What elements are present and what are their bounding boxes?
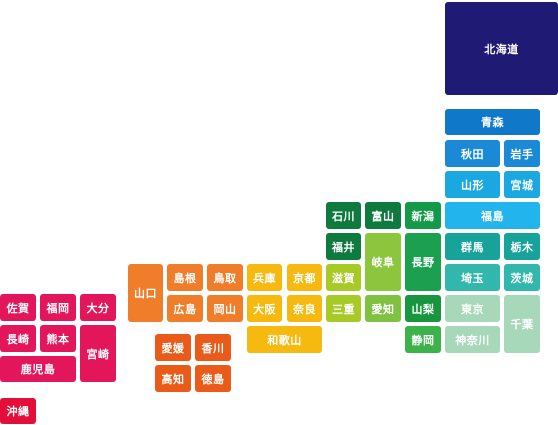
pref-tottori[interactable]: 鳥取	[207, 264, 243, 291]
pref-tokyo[interactable]: 東京	[445, 295, 500, 322]
pref-aomori[interactable]: 青森	[445, 109, 540, 135]
pref-tochigi[interactable]: 栃木	[504, 233, 540, 260]
pref-kagoshima[interactable]: 鹿児島	[0, 356, 76, 382]
pref-wakayama[interactable]: 和歌山	[247, 326, 322, 353]
pref-nagasaki[interactable]: 長崎	[0, 325, 36, 352]
pref-hyogo[interactable]: 兵庫	[247, 264, 282, 291]
pref-gunma[interactable]: 群馬	[445, 233, 500, 260]
pref-miyagi[interactable]: 宮城	[504, 171, 540, 198]
pref-fukushima[interactable]: 福島	[445, 202, 540, 229]
pref-nara[interactable]: 奈良	[287, 295, 322, 322]
pref-kumamoto[interactable]: 熊本	[40, 325, 76, 352]
pref-okinawa[interactable]: 沖縄	[0, 398, 36, 424]
pref-okayama[interactable]: 岡山	[207, 295, 243, 322]
pref-akita[interactable]: 秋田	[445, 140, 500, 167]
pref-fukui[interactable]: 福井	[326, 233, 361, 260]
pref-kanagawa[interactable]: 神奈川	[445, 326, 500, 353]
pref-yamaguchi[interactable]: 山口	[128, 264, 163, 322]
pref-shizuoka[interactable]: 静岡	[405, 326, 441, 353]
pref-aichi[interactable]: 愛知	[365, 295, 401, 322]
pref-saitama[interactable]: 埼玉	[445, 264, 500, 291]
pref-nagano[interactable]: 長野	[405, 233, 441, 291]
pref-hiroshima[interactable]: 広島	[167, 295, 203, 322]
pref-oita[interactable]: 大分	[80, 294, 116, 321]
pref-yamagata[interactable]: 山形	[445, 171, 500, 198]
pref-kagawa[interactable]: 香川	[195, 334, 231, 361]
pref-chiba[interactable]: 千葉	[504, 295, 540, 353]
pref-fukuoka[interactable]: 福岡	[40, 294, 76, 321]
pref-ishikawa[interactable]: 石川	[326, 202, 361, 229]
pref-kochi[interactable]: 高知	[155, 365, 191, 392]
pref-miyazaki[interactable]: 宮崎	[80, 325, 116, 382]
pref-niigata[interactable]: 新潟	[405, 202, 441, 229]
pref-mie[interactable]: 三重	[326, 295, 361, 322]
pref-tokushima[interactable]: 徳島	[195, 365, 231, 392]
pref-ehime[interactable]: 愛媛	[155, 334, 191, 361]
pref-shiga[interactable]: 滋賀	[326, 264, 361, 291]
pref-gifu[interactable]: 岐阜	[365, 233, 401, 291]
pref-shimane[interactable]: 島根	[167, 264, 203, 291]
pref-kyoto[interactable]: 京都	[287, 264, 322, 291]
pref-saga[interactable]: 佐賀	[0, 294, 36, 321]
pref-yamanashi[interactable]: 山梨	[405, 295, 441, 322]
pref-ibaraki[interactable]: 茨城	[504, 264, 540, 291]
pref-osaka[interactable]: 大阪	[247, 295, 282, 322]
pref-hokkaido[interactable]: 北海道	[445, 2, 558, 95]
pref-iwate[interactable]: 岩手	[504, 140, 540, 167]
pref-toyama[interactable]: 富山	[365, 202, 401, 229]
